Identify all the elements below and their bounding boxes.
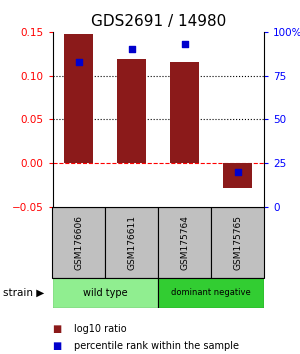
Bar [223,163,252,188]
Text: log10 ratio: log10 ratio [74,324,126,334]
Bar [52,207,105,278]
Point [129,46,134,52]
Bar [211,207,264,278]
Text: ■: ■ [52,341,62,351]
Point [235,169,240,175]
Bar [52,278,158,308]
Text: wild type: wild type [83,288,128,298]
Text: percentile rank within the sample: percentile rank within the sample [74,341,238,351]
Text: GSM176606: GSM176606 [74,215,83,270]
Bar [64,34,94,163]
Text: dominant negative: dominant negative [171,289,251,297]
Text: GSM175765: GSM175765 [233,215,242,270]
Title: GDS2691 / 14980: GDS2691 / 14980 [91,14,226,29]
Point [76,59,81,64]
Text: strain ▶: strain ▶ [3,288,44,298]
Text: GSM176611: GSM176611 [127,215,136,270]
Text: GSM175764: GSM175764 [180,215,189,270]
Bar [158,207,211,278]
Bar [170,62,199,163]
Point [182,41,187,47]
Text: ■: ■ [52,324,62,334]
Bar [117,59,146,163]
Bar [105,207,158,278]
Bar [158,278,264,308]
